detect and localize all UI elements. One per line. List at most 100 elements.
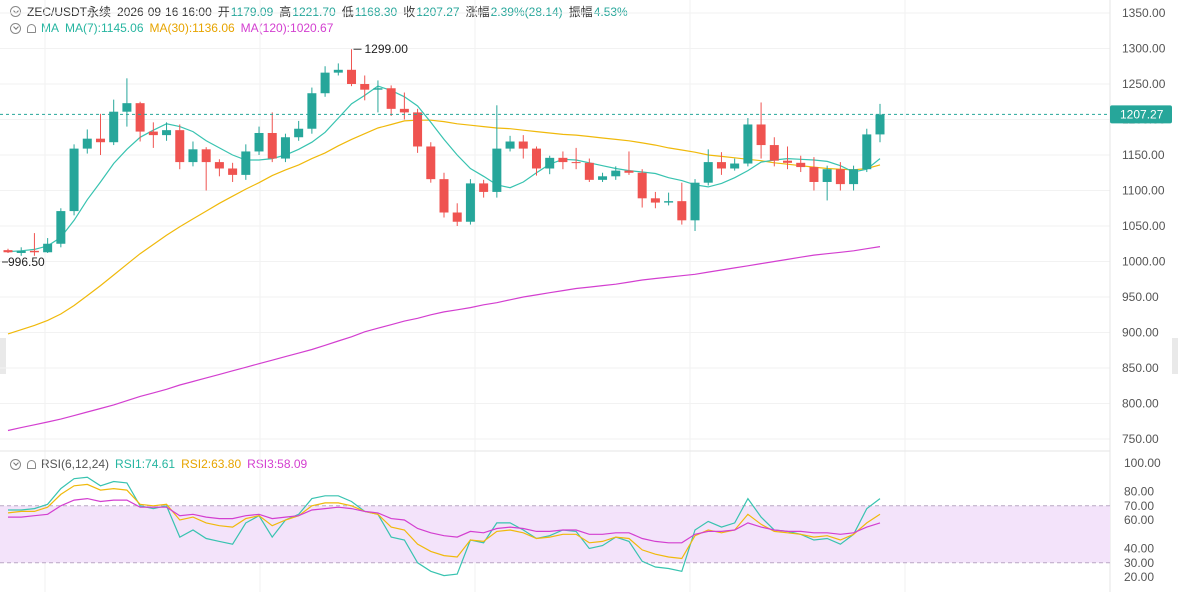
candle-body bbox=[624, 170, 634, 173]
max-price-label: 1299.00 bbox=[365, 42, 409, 56]
candle-body bbox=[254, 132, 264, 152]
left-panel-toggle[interactable] bbox=[0, 338, 6, 374]
rsi-label: RSI(6,12,24) bbox=[41, 457, 110, 471]
candle-body bbox=[267, 132, 277, 159]
candle-body bbox=[545, 157, 555, 169]
candle-body bbox=[835, 169, 845, 185]
y-tick-label: 1250.00 bbox=[1122, 77, 1166, 91]
candle-body bbox=[598, 176, 608, 180]
rsi-band bbox=[0, 505, 1110, 564]
candle-body bbox=[360, 84, 370, 90]
candle-body bbox=[611, 170, 621, 177]
candle-body bbox=[280, 137, 290, 159]
candle-body bbox=[849, 169, 859, 185]
rsi-tick-label: 30.00 bbox=[1124, 556, 1154, 570]
candle-body bbox=[320, 72, 330, 94]
chevron-down-icon[interactable] bbox=[10, 22, 21, 34]
candle-body bbox=[399, 108, 409, 113]
ma7-value: MA(7):1145.06 bbox=[65, 21, 144, 35]
rsi-tick-label: 40.00 bbox=[1124, 542, 1154, 556]
price-marks: 1207.27 1299.00 996.50 bbox=[0, 42, 1172, 269]
candle-body bbox=[122, 103, 132, 112]
candle-body bbox=[822, 169, 832, 182]
candle-body bbox=[135, 103, 145, 132]
candle-body bbox=[241, 151, 251, 175]
candle-body bbox=[743, 124, 753, 164]
y-tick-label: 800.00 bbox=[1122, 397, 1159, 411]
chevron-down-icon[interactable] bbox=[10, 458, 21, 470]
candle-body bbox=[465, 183, 475, 222]
candle-body bbox=[175, 130, 185, 163]
candle-body bbox=[518, 141, 528, 149]
chevron-down-icon[interactable] bbox=[10, 6, 21, 17]
y-tick-label: 1000.00 bbox=[1122, 255, 1166, 269]
candle-body bbox=[452, 212, 462, 222]
amp-label: 振幅 bbox=[568, 5, 593, 19]
rsi-band-fill bbox=[0, 505, 1110, 563]
y-tick-label: 1300.00 bbox=[1122, 42, 1166, 56]
candle-body bbox=[479, 183, 489, 192]
close-label: 收 bbox=[403, 5, 416, 19]
y-axis: 1350.001300.001250.001200.001150.001100.… bbox=[1122, 6, 1166, 584]
candle-body bbox=[492, 148, 502, 192]
candle-body bbox=[56, 211, 66, 244]
last-price-label: 1207.27 bbox=[1120, 107, 1164, 121]
low-value: 1168.30 bbox=[354, 4, 398, 19]
alert-bell-icon[interactable] bbox=[27, 459, 36, 469]
high-value: 1221.70 bbox=[292, 4, 336, 19]
time-label: 2026-09-16 16:00 bbox=[117, 4, 212, 19]
y-tick-label: 1150.00 bbox=[1122, 148, 1165, 162]
candle-body bbox=[664, 201, 674, 203]
change-value: 2.39%(28.14) bbox=[490, 4, 563, 19]
ma120-line bbox=[7, 246, 881, 432]
candle-body bbox=[531, 148, 541, 169]
low-label: 低 bbox=[341, 5, 354, 19]
close-value: 1207.27 bbox=[416, 4, 460, 19]
rsi1-value: RSI1:74.61 bbox=[115, 457, 176, 471]
candle-body bbox=[783, 160, 793, 163]
candle-body bbox=[228, 168, 238, 175]
candle-body bbox=[188, 149, 198, 163]
candle-body bbox=[690, 182, 700, 221]
y-tick-label: 850.00 bbox=[1122, 361, 1159, 375]
candle-body bbox=[862, 134, 872, 170]
candle-body bbox=[769, 145, 779, 161]
right-panel-toggle[interactable] bbox=[1172, 338, 1178, 374]
candle-body bbox=[162, 130, 172, 136]
candle-body bbox=[505, 141, 515, 149]
rsi-lines bbox=[7, 476, 881, 577]
candle-body bbox=[82, 138, 92, 149]
candle-body bbox=[29, 250, 39, 253]
ma30-value: MA(30):1136.06 bbox=[149, 21, 235, 35]
candle-body bbox=[439, 179, 449, 213]
ma-legend: MA MA(7):1145.06 MA(30):1136.06 MA(120):… bbox=[10, 21, 339, 35]
candle-body bbox=[809, 167, 819, 182]
candle-body bbox=[95, 138, 105, 143]
last-price-tag bbox=[1110, 105, 1172, 124]
candle-body bbox=[730, 163, 740, 169]
symbol-label: ZEC/USDT永续 bbox=[27, 5, 112, 19]
y-tick-label: 950.00 bbox=[1122, 290, 1159, 304]
candle-body bbox=[201, 149, 211, 163]
candle-body bbox=[875, 114, 885, 135]
rsi-tick-label: 70.00 bbox=[1124, 499, 1154, 513]
candle-body bbox=[69, 148, 79, 212]
rsi-line-rsi3 bbox=[8, 497, 881, 544]
candle-body bbox=[307, 93, 317, 129]
candle-body bbox=[558, 157, 568, 163]
candle-body bbox=[413, 112, 423, 147]
rsi-tick-label: 60.00 bbox=[1124, 513, 1154, 527]
candle-body bbox=[637, 172, 647, 199]
open-label: 开 bbox=[217, 5, 230, 19]
change-label: 涨幅 bbox=[465, 5, 490, 19]
y-tick-label: 1100.00 bbox=[1122, 184, 1165, 198]
high-label: 高 bbox=[279, 5, 292, 19]
alert-bell-icon[interactable] bbox=[27, 23, 36, 33]
rsi-tick-label: 80.00 bbox=[1124, 485, 1154, 499]
candle-body bbox=[214, 162, 224, 169]
candle-body bbox=[373, 88, 383, 90]
candle-body bbox=[333, 69, 343, 73]
candle-body bbox=[571, 162, 581, 164]
candle-body bbox=[716, 162, 726, 169]
